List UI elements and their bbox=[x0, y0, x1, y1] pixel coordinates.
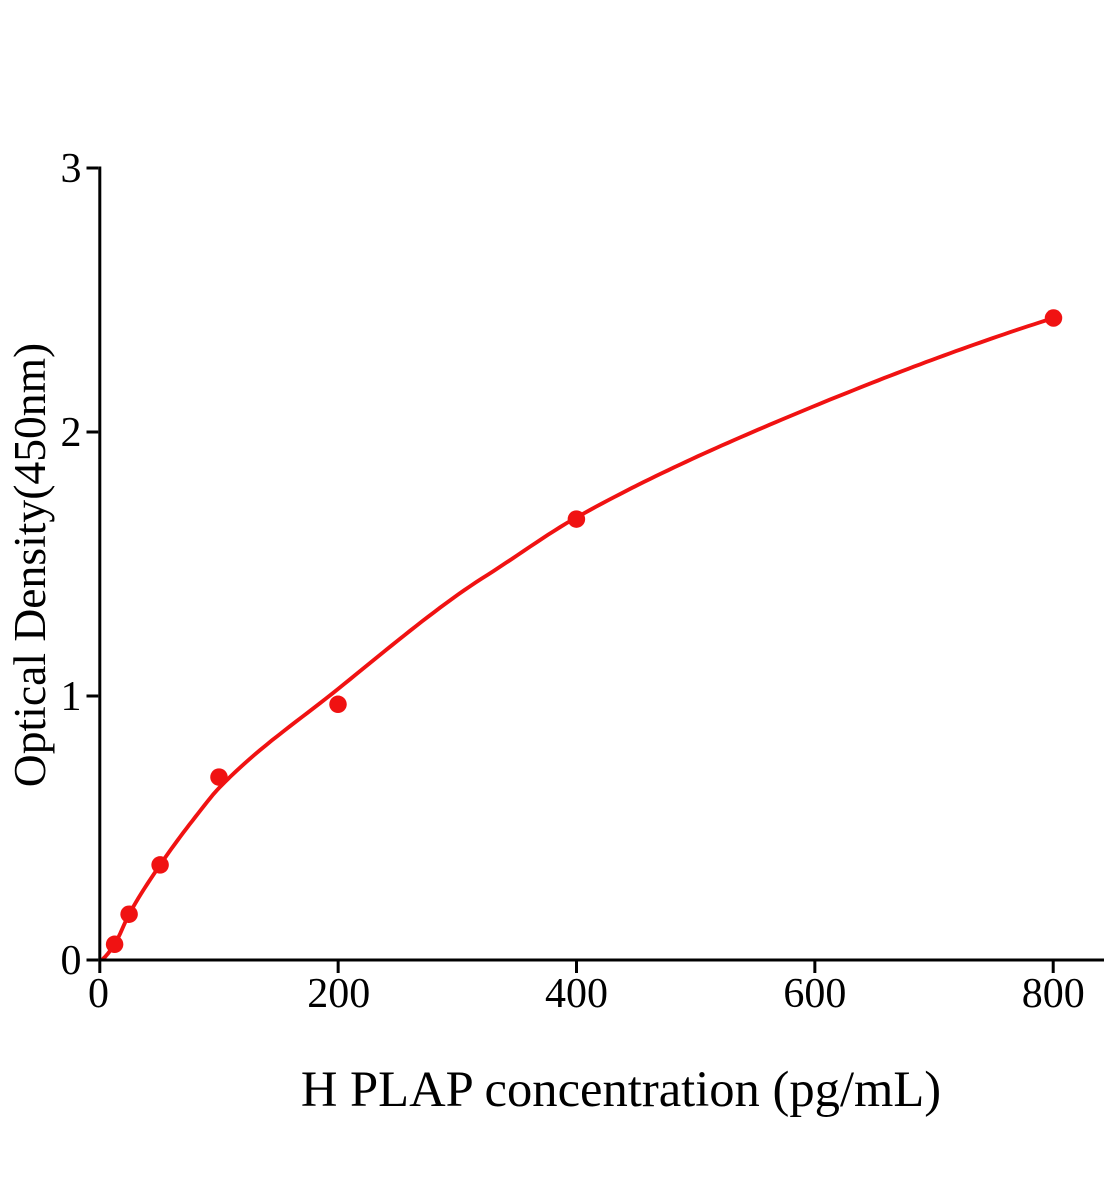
svg-text:H PLAP concentration (pg/mL): H PLAP concentration (pg/mL) bbox=[301, 1061, 941, 1117]
svg-text:1: 1 bbox=[61, 674, 82, 720]
svg-text:600: 600 bbox=[783, 971, 846, 1017]
svg-text:0: 0 bbox=[88, 971, 109, 1017]
svg-text:800: 800 bbox=[1022, 971, 1085, 1017]
svg-text:3: 3 bbox=[61, 146, 82, 192]
svg-text:2: 2 bbox=[61, 410, 82, 456]
svg-text:200: 200 bbox=[307, 971, 370, 1017]
svg-text:Optical Density(450nm): Optical Density(450nm) bbox=[4, 343, 55, 787]
svg-text:400: 400 bbox=[545, 971, 608, 1017]
svg-text:0: 0 bbox=[61, 938, 82, 984]
